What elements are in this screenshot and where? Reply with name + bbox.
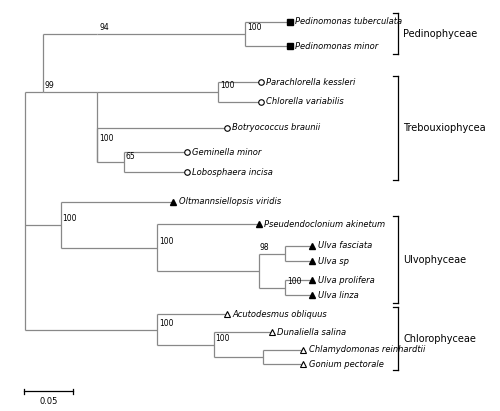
- Text: 98: 98: [260, 243, 270, 252]
- Text: Chlamydomonas reinhardtii: Chlamydomonas reinhardtii: [309, 345, 425, 354]
- Text: Chlorella variabilis: Chlorella variabilis: [266, 97, 344, 106]
- Text: Gonium pectorale: Gonium pectorale: [309, 360, 384, 369]
- Text: 99: 99: [44, 81, 54, 90]
- Text: Dunaliella salina: Dunaliella salina: [278, 328, 346, 337]
- Text: Ulvophyceae: Ulvophyceae: [403, 254, 466, 265]
- Text: Geminella minor: Geminella minor: [192, 148, 262, 157]
- Text: 100: 100: [220, 81, 235, 90]
- Text: 100: 100: [159, 319, 174, 328]
- Text: Botryococcus braunii: Botryococcus braunii: [232, 123, 320, 132]
- Text: 0.05: 0.05: [40, 397, 58, 406]
- Text: Pedinophyceae: Pedinophyceae: [403, 29, 477, 39]
- Text: Oltmannsiellopsis viridis: Oltmannsiellopsis viridis: [178, 197, 281, 206]
- Text: Ulva sp: Ulva sp: [318, 257, 349, 266]
- Text: Pedinomonas minor: Pedinomonas minor: [296, 42, 378, 51]
- Text: Acutodesmus obliquus: Acutodesmus obliquus: [232, 310, 327, 319]
- Text: 100: 100: [287, 277, 302, 286]
- Text: 65: 65: [125, 152, 135, 161]
- Text: Ulva fasciata: Ulva fasciata: [318, 241, 372, 250]
- Text: Pseudendoclonium akinetum: Pseudendoclonium akinetum: [264, 220, 385, 229]
- Text: Ulva prolifera: Ulva prolifera: [318, 275, 374, 284]
- Text: 100: 100: [99, 134, 114, 143]
- Text: 100: 100: [215, 334, 230, 343]
- Text: Trebouxiophycea: Trebouxiophycea: [403, 123, 486, 133]
- Text: Chlorophyceae: Chlorophyceae: [403, 334, 476, 344]
- Text: 100: 100: [248, 23, 262, 32]
- Text: 100: 100: [62, 214, 76, 223]
- Text: 94: 94: [99, 23, 109, 32]
- Text: Lobosphaera incisa: Lobosphaera incisa: [192, 168, 273, 177]
- Text: 100: 100: [159, 237, 174, 246]
- Text: Pedinomonas tuberculata: Pedinomonas tuberculata: [296, 17, 403, 26]
- Text: Ulva linza: Ulva linza: [318, 291, 358, 300]
- Text: Parachlorella kessleri: Parachlorella kessleri: [266, 78, 356, 87]
